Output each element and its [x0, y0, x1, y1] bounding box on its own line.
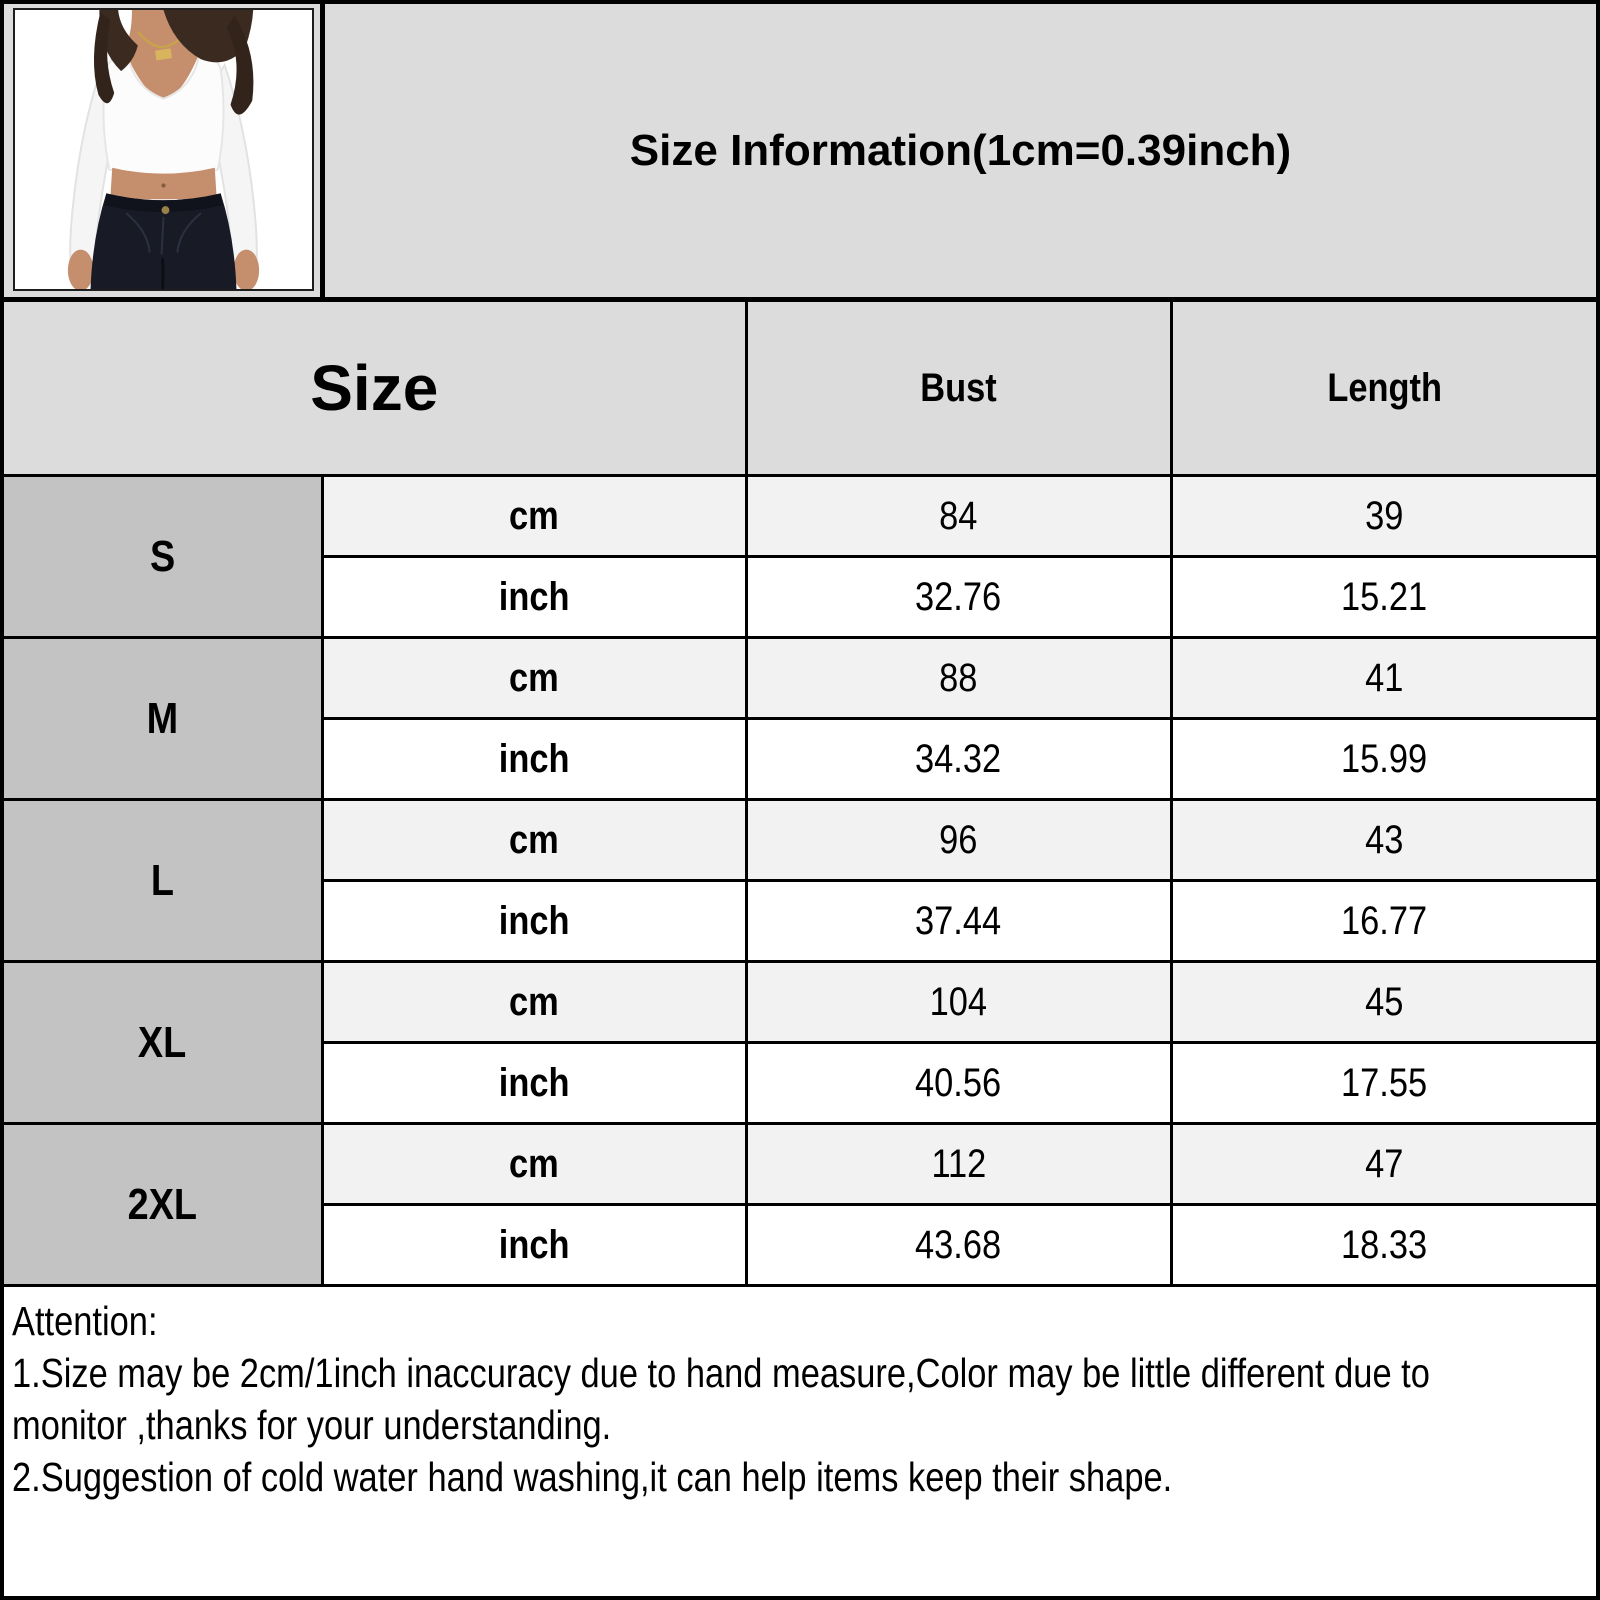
length-cm-value: 47 — [1169, 1122, 1596, 1206]
column-header-bust: Bust — [744, 302, 1173, 477]
length-cm-value: 43 — [1169, 798, 1596, 882]
length-inch-value: 15.21 — [1169, 555, 1596, 639]
page-title: Size Information(1cm=0.39inch) — [629, 125, 1292, 175]
table-row: L cm 96 43 — [4, 798, 1596, 963]
table-row: M cm 88 41 — [4, 636, 1596, 801]
bust-inch-value: 40.56 — [744, 1041, 1173, 1125]
table-row: inch 37.44 16.77 — [4, 879, 1596, 963]
attention-note-line: 1.Size may be 2cm/1inch inaccuracy due t… — [12, 1350, 1430, 1396]
product-photo — [13, 8, 314, 291]
length-inch-value: 15.99 — [1169, 717, 1596, 801]
length-cm-value: 45 — [1169, 960, 1596, 1044]
length-inch-value: 18.33 — [1169, 1203, 1596, 1287]
unit-cell: inch — [322, 1203, 748, 1287]
size-cell-l: L — [4, 798, 324, 963]
table-row: 2XL cm 112 47 — [4, 1122, 1596, 1287]
unit-cell: inch — [322, 717, 748, 801]
bust-cm-value: 88 — [744, 636, 1173, 720]
attention-note-line: 2.Suggestion of cold water hand washing,… — [12, 1454, 1173, 1500]
table-row: S cm 84 39 — [4, 474, 1596, 639]
length-inch-value: 16.77 — [1169, 879, 1596, 963]
size-table: Size Bust Length S cm 84 39 inch 32.76 1… — [4, 302, 1596, 1287]
bust-inch-value: 32.76 — [744, 555, 1173, 639]
title-cell: Size Information(1cm=0.39inch) — [325, 4, 1596, 297]
length-cm-value: 39 — [1169, 474, 1596, 558]
table-row: inch 32.76 15.21 — [4, 555, 1596, 639]
bust-inch-value: 43.68 — [744, 1203, 1173, 1287]
model-illustration — [15, 10, 312, 289]
size-cell-xl: XL — [4, 960, 324, 1125]
attention-heading: Attention: — [12, 1298, 158, 1344]
bust-cm-value: 104 — [744, 960, 1173, 1044]
table-row: inch 40.56 17.55 — [4, 1041, 1596, 1125]
unit-cell: inch — [322, 555, 748, 639]
unit-cell: inch — [322, 1041, 748, 1125]
table-row: inch 43.68 18.33 — [4, 1203, 1596, 1287]
table-row: XL cm 104 45 — [4, 960, 1596, 1125]
size-cell-s: S — [4, 474, 324, 639]
unit-cell: cm — [320, 1122, 748, 1206]
unit-cell: cm — [320, 798, 748, 882]
bust-cm-value: 96 — [744, 798, 1173, 882]
size-cell-2xl: 2XL — [4, 1122, 324, 1287]
unit-cell: cm — [320, 474, 748, 558]
bust-cm-value: 112 — [744, 1122, 1173, 1206]
size-cell-m: M — [4, 636, 324, 801]
table-row: inch 34.32 15.99 — [4, 717, 1596, 801]
column-header-size: Size — [4, 302, 748, 477]
top-band: Size Information(1cm=0.39inch) — [4, 4, 1596, 302]
unit-cell: cm — [320, 636, 748, 720]
bust-cm-value: 84 — [744, 474, 1173, 558]
attention-note-line: monitor ,thanks for your understanding. — [12, 1402, 612, 1448]
table-header-row: Size Bust Length — [4, 302, 1596, 477]
length-cm-value: 41 — [1169, 636, 1596, 720]
unit-cell: cm — [320, 960, 748, 1044]
attention-section: Attention: 1.Size may be 2cm/1inch inacc… — [4, 1287, 1596, 1596]
product-photo-cell — [4, 4, 325, 297]
unit-cell: inch — [322, 879, 748, 963]
length-inch-value: 17.55 — [1169, 1041, 1596, 1125]
bust-inch-value: 34.32 — [744, 717, 1173, 801]
column-header-length: Length — [1169, 302, 1596, 477]
bust-inch-value: 37.44 — [744, 879, 1173, 963]
